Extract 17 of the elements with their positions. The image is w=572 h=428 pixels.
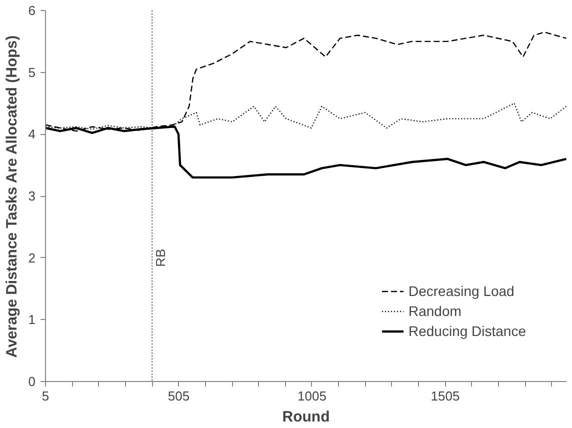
y-tick-label: 5: [28, 64, 36, 80]
legend-label: Reducing Distance: [408, 323, 526, 339]
y-tick-label: 1: [28, 312, 36, 328]
x-tick-label: 505: [168, 388, 190, 404]
ref-line-label: RB: [153, 248, 168, 267]
legend-label: Decreasing Load: [408, 283, 514, 299]
x-tick-label: 1005: [298, 388, 326, 404]
y-tick-label: 2: [28, 250, 36, 266]
legend-label: Random: [408, 303, 462, 319]
x-axis-title: Round: [282, 408, 330, 426]
y-tick-label: 4: [28, 126, 36, 142]
y-tick-label: 6: [28, 3, 36, 18]
y-tick-label: 3: [28, 188, 36, 204]
x-tick-label: 5: [42, 388, 50, 404]
y-axis-title: Average Distance Tasks Are Allocated (Hops): [3, 35, 20, 358]
y-tick-label: 0: [28, 374, 36, 389]
x-tick-label: 1505: [430, 388, 460, 404]
